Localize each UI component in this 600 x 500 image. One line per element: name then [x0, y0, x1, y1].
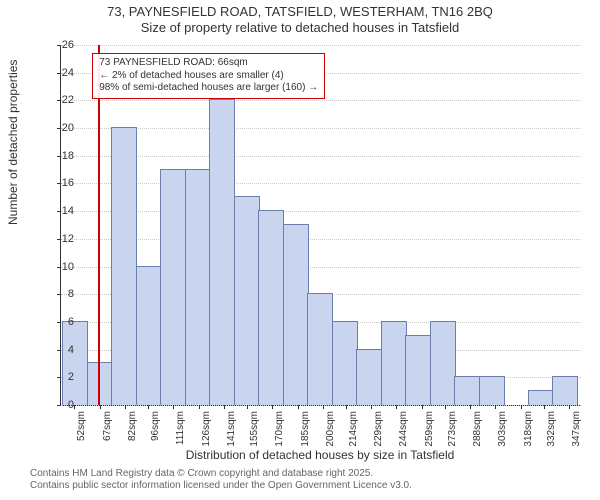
x-tick-label: 126sqm [201, 411, 212, 447]
annotation-line: ← 2% of detached houses are smaller (4) [99, 70, 318, 83]
title-line-1: 73, PAYNESFIELD ROAD, TATSFIELD, WESTERH… [0, 4, 600, 20]
histogram-bar [479, 376, 505, 405]
x-tick-mark [224, 405, 225, 409]
plot-area: 73 PAYNESFIELD ROAD: 66sqm← 2% of detach… [60, 45, 581, 406]
x-tick-mark [148, 405, 149, 409]
annotation-line: 98% of semi-detached houses are larger (… [99, 82, 318, 95]
footer-line-2: Contains public sector information licen… [30, 480, 412, 492]
x-tick-label: 111sqm [175, 411, 186, 445]
x-tick-mark [298, 405, 299, 409]
x-tick-mark [125, 405, 126, 409]
x-tick-label: 141sqm [226, 411, 237, 447]
y-tick-label: 8 [44, 288, 74, 300]
x-tick-label: 288sqm [472, 411, 483, 447]
y-tick-label: 18 [44, 150, 74, 162]
histogram-bar [111, 127, 137, 405]
y-tick-label: 26 [44, 39, 74, 51]
x-tick-label: 347sqm [571, 411, 582, 447]
x-tick-mark [199, 405, 200, 409]
y-tick-label: 0 [44, 399, 74, 411]
annotation-line: 73 PAYNESFIELD ROAD: 66sqm [99, 57, 318, 70]
x-tick-label: 332sqm [546, 411, 557, 447]
x-tick-label: 214sqm [348, 411, 359, 447]
histogram-bar [136, 266, 162, 405]
x-tick-label: 96sqm [150, 411, 161, 441]
histogram-bar [552, 376, 578, 405]
y-tick-label: 4 [44, 344, 74, 356]
histogram-bar [234, 196, 260, 405]
y-tick-label: 14 [44, 205, 74, 217]
histogram-bar [528, 390, 554, 405]
x-tick-mark [100, 405, 101, 409]
x-tick-mark [422, 405, 423, 409]
x-tick-mark [521, 405, 522, 409]
x-tick-mark [396, 405, 397, 409]
x-tick-mark [371, 405, 372, 409]
footer-line-1: Contains HM Land Registry data © Crown c… [30, 468, 412, 480]
x-tick-mark [569, 405, 570, 409]
x-tick-label: 185sqm [300, 411, 311, 447]
y-tick-label: 10 [44, 261, 74, 273]
grid-line [61, 100, 581, 101]
x-tick-mark [470, 405, 471, 409]
x-tick-mark [173, 405, 174, 409]
x-tick-label: 244sqm [398, 411, 409, 447]
chart-container: 73, PAYNESFIELD ROAD, TATSFIELD, WESTERH… [0, 0, 600, 500]
x-tick-label: 170sqm [274, 411, 285, 447]
histogram-bar [62, 321, 88, 405]
x-tick-label: 52sqm [76, 411, 87, 441]
x-tick-mark [495, 405, 496, 409]
histogram-bar [430, 321, 456, 405]
x-tick-label: 273sqm [447, 411, 458, 447]
histogram-bar [185, 169, 211, 405]
x-tick-mark [74, 405, 75, 409]
title-block: 73, PAYNESFIELD ROAD, TATSFIELD, WESTERH… [0, 4, 600, 35]
grid-line [61, 239, 581, 240]
x-tick-label: 303sqm [497, 411, 508, 447]
title-line-2: Size of property relative to detached ho… [0, 20, 600, 36]
y-axis-label: Number of detached properties [6, 60, 20, 225]
y-tick-label: 2 [44, 371, 74, 383]
x-tick-label: 82sqm [127, 411, 138, 441]
histogram-bar [160, 169, 186, 405]
x-axis-label: Distribution of detached houses by size … [60, 448, 580, 462]
y-tick-label: 22 [44, 94, 74, 106]
attribution-footer: Contains HM Land Registry data © Crown c… [30, 468, 412, 492]
x-tick-label: 259sqm [424, 411, 435, 447]
histogram-bar [258, 210, 284, 405]
x-tick-label: 155sqm [249, 411, 260, 447]
histogram-bar [332, 321, 358, 405]
x-tick-label: 318sqm [523, 411, 534, 447]
y-tick-label: 6 [44, 316, 74, 328]
histogram-bar [454, 376, 480, 405]
x-tick-label: 229sqm [373, 411, 384, 447]
grid-line [61, 211, 581, 212]
histogram-bar [307, 293, 333, 405]
grid-line [61, 45, 581, 46]
y-tick-label: 20 [44, 122, 74, 134]
x-tick-mark [445, 405, 446, 409]
histogram-bar [283, 224, 309, 405]
histogram-bar [381, 321, 407, 405]
x-tick-mark [272, 405, 273, 409]
histogram-bar [356, 349, 382, 405]
grid-line [61, 405, 581, 406]
grid-line [61, 156, 581, 157]
y-tick-label: 24 [44, 67, 74, 79]
x-tick-label: 200sqm [325, 411, 336, 447]
x-tick-mark [247, 405, 248, 409]
annotation-box: 73 PAYNESFIELD ROAD: 66sqm← 2% of detach… [92, 53, 325, 99]
property-marker-line [98, 45, 100, 405]
x-tick-mark [544, 405, 545, 409]
y-tick-label: 12 [44, 233, 74, 245]
grid-line [61, 128, 581, 129]
grid-line [61, 183, 581, 184]
x-tick-mark [323, 405, 324, 409]
histogram-bar [405, 335, 431, 405]
x-tick-label: 67sqm [102, 411, 113, 441]
y-tick-label: 16 [44, 177, 74, 189]
histogram-bar [209, 99, 235, 405]
x-tick-mark [346, 405, 347, 409]
